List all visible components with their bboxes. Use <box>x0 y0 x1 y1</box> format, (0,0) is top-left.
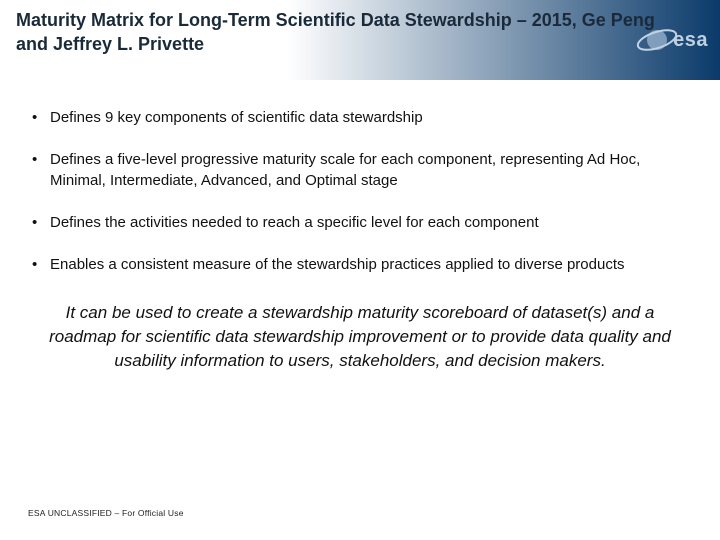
esa-logo: esa <box>635 18 708 62</box>
slide-header: Maturity Matrix for Long-Term Scientific… <box>0 0 720 80</box>
slide: Maturity Matrix for Long-Term Scientific… <box>0 0 720 540</box>
slide-title: Maturity Matrix for Long-Term Scientific… <box>16 8 656 57</box>
bullet-list: Defines 9 key components of scientific d… <box>28 108 692 275</box>
list-item: Enables a consistent measure of the stew… <box>28 255 692 275</box>
summary-paragraph: It can be used to create a stewardship m… <box>28 297 692 372</box>
esa-logo-ring-icon <box>635 18 679 62</box>
list-item: Defines the activities needed to reach a… <box>28 213 692 233</box>
footer-classification: ESA UNCLASSIFIED – For Official Use <box>28 508 184 518</box>
list-item: Defines 9 key components of scientific d… <box>28 108 692 128</box>
slide-body: Defines 9 key components of scientific d… <box>0 80 720 373</box>
list-item: Defines a five-level progressive maturit… <box>28 150 692 191</box>
